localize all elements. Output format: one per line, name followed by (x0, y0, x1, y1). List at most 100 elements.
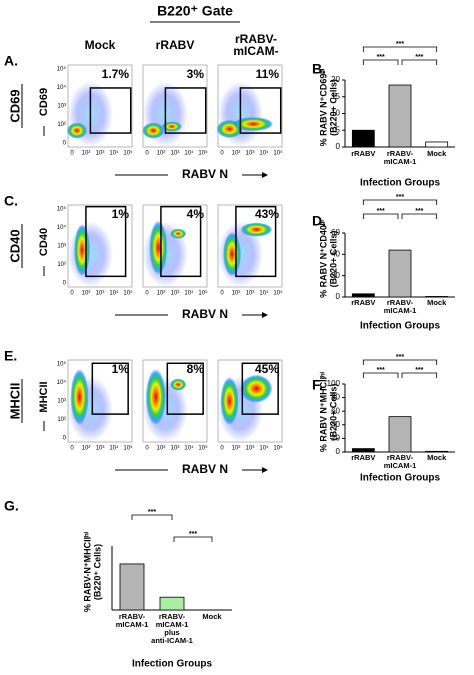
x-tick-label: 10⁴ (259, 150, 269, 157)
y-tick-label: 10⁵ (57, 361, 67, 368)
gate-percent: 43% (255, 207, 279, 221)
column-header: Mock (85, 38, 116, 52)
y-tick-label: 0 (336, 292, 341, 301)
x-tick-label: 10⁴ (109, 150, 119, 157)
density-cluster (74, 224, 91, 277)
x-tick-label: rRABV (351, 453, 375, 462)
y-tick-label: 20 (331, 271, 340, 280)
panel-letter: D. (312, 213, 326, 229)
significance-label: *** (415, 367, 423, 374)
x-tick-label: 10⁴ (109, 290, 119, 297)
x-axis-label: RABV N (182, 462, 228, 476)
significance-bracket (362, 46, 438, 52)
y-tick-label: 80 (331, 393, 340, 402)
x-tick-label: Mock (427, 298, 447, 307)
x-tick-label: 10³ (246, 291, 255, 297)
gate-percent: 1% (112, 362, 130, 376)
significance-label: *** (377, 54, 385, 61)
y-tick-label: 10³ (57, 104, 66, 110)
y-tick-label: 10⁵ (57, 206, 67, 213)
x-tick-label: rRABV (351, 149, 375, 158)
bar (425, 141, 449, 148)
x-tick-label: 0 (220, 446, 224, 452)
y-tick-label: 10² (57, 122, 66, 128)
significance-bracket (173, 536, 213, 542)
y-tick-label: 15 (331, 92, 340, 101)
y-tick-label: 5 (336, 125, 341, 134)
x-tick-label: 10³ (246, 446, 255, 452)
y-tick-label: 10⁵ (57, 66, 67, 73)
panel-letter: G. (4, 498, 19, 514)
x-tick-label: rRABV-mICAM-1 plus anti-ICAM-1 (151, 612, 193, 645)
gate-percent: 3% (187, 67, 205, 81)
bar (425, 450, 449, 453)
x-tick-label: 10³ (96, 151, 105, 157)
gate (166, 362, 204, 415)
x-tick-label: rRABV-mICAM-1 (384, 149, 417, 166)
density-cluster (170, 378, 187, 391)
significance-bracket (401, 372, 438, 378)
column-header: rRABV-mICAM- (233, 32, 278, 58)
x-tick-label: 10⁴ (109, 445, 119, 452)
significance-label: *** (415, 54, 423, 61)
x-tick-label: 10⁵ (273, 290, 283, 297)
x-tick-label: 10² (232, 446, 241, 452)
y-axis-label: CD69 (38, 88, 50, 116)
significance-bracket (401, 59, 438, 65)
y-axis-label: CD40 (38, 228, 50, 256)
bar (159, 596, 185, 611)
x-tick-label: 10⁵ (273, 150, 283, 157)
y-tick-label: 0 (336, 142, 341, 151)
density-cluster (161, 121, 182, 132)
row-label: MHCII (7, 383, 22, 420)
y-tick-label: 10² (57, 417, 66, 423)
panel-letter: A. (4, 53, 18, 69)
y-tick-label: 10⁴ (57, 84, 67, 91)
x-tick-label: 10⁵ (273, 445, 283, 452)
y-tick-label: 0 (63, 281, 67, 287)
gate (160, 205, 202, 278)
bar (119, 563, 145, 611)
panel-letter: F. (312, 377, 323, 393)
density-cluster (70, 368, 89, 425)
x-tick-label: 10⁵ (123, 445, 133, 452)
y-tick-label: 40 (331, 420, 340, 429)
significance-label: *** (377, 208, 385, 215)
y-axis-label: (B220+ Cells) (328, 79, 338, 136)
x-tick-label: 0 (70, 151, 74, 157)
significance-label: *** (396, 41, 404, 48)
significance-label: *** (377, 367, 385, 374)
x-tick-label: 0 (70, 291, 74, 297)
x-tick-label: 10⁴ (184, 150, 194, 157)
density-cluster (240, 222, 273, 237)
x-axis-label: RABV N (182, 167, 228, 181)
x-tick-label: Mock (427, 149, 447, 158)
figure-title: B220⁺ Gate (157, 3, 233, 19)
x-tick-label: 0 (145, 151, 149, 157)
x-tick-label: rRABV (351, 298, 375, 307)
x-tick-label: 10² (157, 291, 166, 297)
row-label: CD69 (7, 89, 22, 122)
x-tick-label: 10⁵ (198, 445, 208, 452)
y-axis-label: % RABV-N⁺MHCIIʰⁱ (81, 532, 92, 613)
x-tick-label: 10³ (171, 291, 180, 297)
x-tick-label: 10³ (246, 151, 255, 157)
x-tick-label: Mock (427, 453, 447, 462)
bar (388, 249, 412, 298)
x-tick-label: 10² (232, 291, 241, 297)
x-tick-label: 0 (70, 446, 74, 452)
gate (89, 87, 132, 134)
bar (351, 293, 375, 298)
x-tick-label: 10² (157, 446, 166, 452)
significance-bracket (362, 359, 438, 365)
significance-bracket (131, 514, 173, 520)
bar (351, 448, 375, 453)
gate-percent: 4% (187, 207, 205, 221)
y-tick-label: 20 (331, 75, 340, 84)
x-tick-label: 10² (82, 151, 91, 157)
x-tick-label: 10⁵ (198, 150, 208, 157)
y-axis-label: (B220+ Cells) (328, 231, 338, 288)
bar (388, 84, 412, 148)
y-tick-label: 60 (331, 406, 340, 415)
